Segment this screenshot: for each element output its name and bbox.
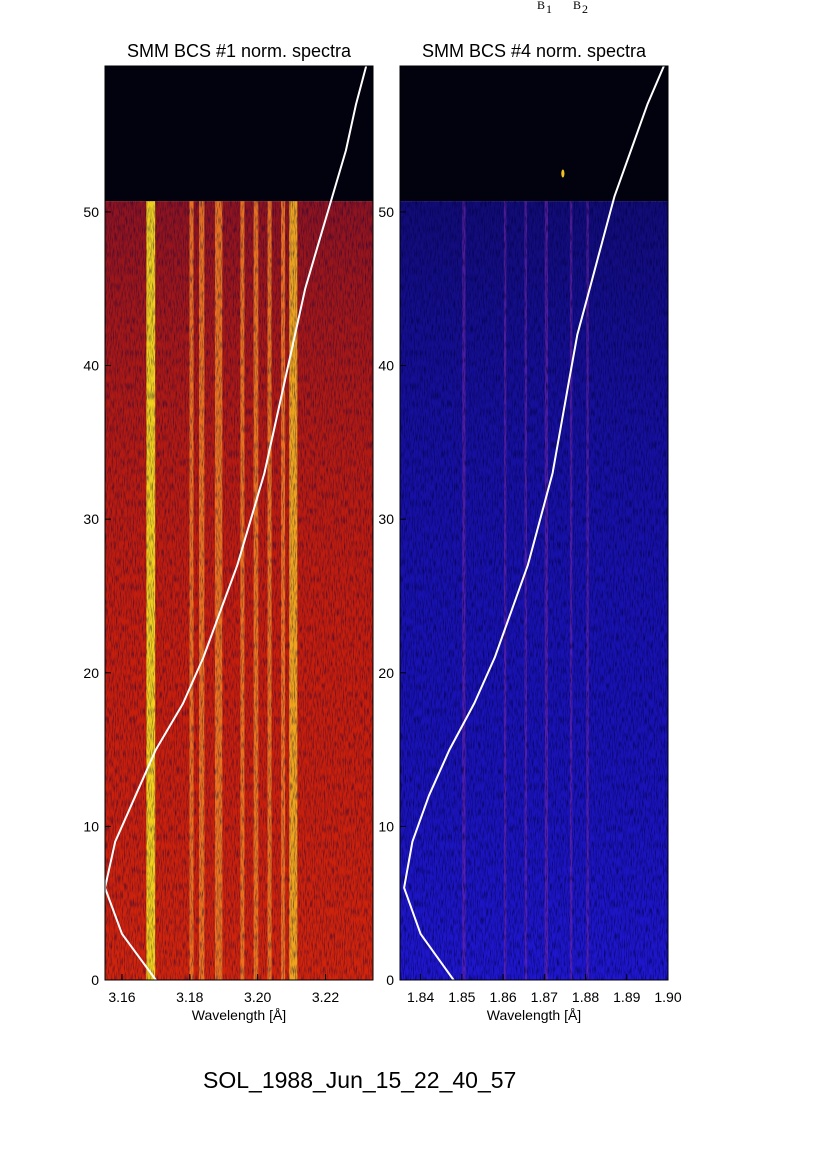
y-tick-label: 30 <box>378 511 394 527</box>
x-tick-label: 1.84 <box>407 989 434 1005</box>
panel-bcs1-title: SMM BCS #1 norm. spectra <box>127 41 352 61</box>
header-fragment-2-letter: B <box>573 0 581 12</box>
x-tick-label: 1.87 <box>531 989 558 1005</box>
x-tick-label: 1.88 <box>572 989 599 1005</box>
x-tick-label: 1.85 <box>448 989 475 1005</box>
x-tick-label: 3.16 <box>108 989 135 1005</box>
y-tick-label: 50 <box>378 204 394 220</box>
header-fragment-1-subscript: 1 <box>546 2 552 16</box>
heatmap-empty-region <box>400 66 668 202</box>
panel-bcs4-xlabel: Wavelength [Å] <box>487 1007 581 1023</box>
y-tick-label: 0 <box>91 972 99 988</box>
header-fragment-1-letter: B <box>537 0 545 12</box>
overlay-curve <box>105 66 368 980</box>
y-tick-label: 0 <box>386 972 394 988</box>
x-tick-label: 3.18 <box>176 989 203 1005</box>
x-tick-label: 1.86 <box>489 989 516 1005</box>
header-fragment-1: B 1 <box>537 0 552 16</box>
header-fragment-2-subscript: 2 <box>582 2 588 16</box>
panel-bcs1-plot-area: 3.16 3.18 3.20 3.22 0 10 20 30 40 50 <box>83 65 374 1005</box>
plot-frame <box>104 65 374 981</box>
header-fragment-2: B 2 <box>573 0 588 16</box>
x-tick-label: 1.90 <box>654 989 681 1005</box>
overlay-curve <box>403 66 665 980</box>
panel-bcs1-xlabel: Wavelength [Å] <box>192 1007 286 1023</box>
heatmap-noise <box>105 201 373 980</box>
panel-bcs4: SMM BCS #4 norm. spectra 1.84 1.85 1.86 1.8… <box>378 41 681 1023</box>
event-identifier: SOL_1988_Jun_15_22_40_57 <box>203 1067 517 1093</box>
heatmap-noise <box>400 201 668 980</box>
y-tick-label: 10 <box>378 818 394 834</box>
panel-bcs1: SMM BCS #1 norm. spectra 3.16 3.18 3.20 3.2… <box>83 41 374 1023</box>
y-tick-label: 20 <box>83 665 99 681</box>
x-tick-label: 3.20 <box>244 989 271 1005</box>
y-tick-label: 50 <box>83 204 99 220</box>
heatmap-empty-region <box>105 66 373 202</box>
plot-frame <box>399 65 669 981</box>
x-tick-label: 3.22 <box>312 989 339 1005</box>
y-tick-label: 30 <box>83 511 99 527</box>
y-tick-label: 20 <box>378 665 394 681</box>
y-tick-label: 40 <box>378 358 394 374</box>
hot-spot <box>561 169 565 178</box>
panel-bcs4-plot-area: 1.84 1.85 1.86 1.87 1.88 1.89 1.90 0 10 20 30 40 50 <box>378 65 682 1005</box>
y-tick-label: 40 <box>83 358 99 374</box>
y-tick-label: 10 <box>83 818 99 834</box>
panel-bcs4-title: SMM BCS #4 norm. spectra <box>422 41 647 61</box>
x-tick-label: 1.89 <box>613 989 640 1005</box>
